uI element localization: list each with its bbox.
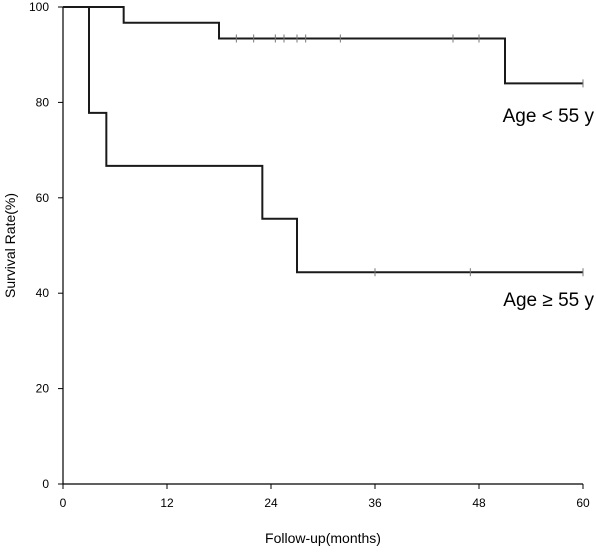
x-ticks: 0 12 24 36 48 60 <box>60 484 590 510</box>
series-line-1 <box>63 6 583 274</box>
y-tick-label: 40 <box>36 286 50 300</box>
y-tick-label: 100 <box>29 0 49 14</box>
x-tick-label: 36 <box>368 496 382 510</box>
y-ticks: 0 20 40 60 80 100 <box>29 0 63 491</box>
x-tick-label: 12 <box>160 496 174 510</box>
y-tick-label: 80 <box>36 95 50 109</box>
x-tick-label: 60 <box>576 496 590 510</box>
x-tick-label: 48 <box>472 496 486 510</box>
y-tick-label: 20 <box>36 382 50 396</box>
x-tick-label: 0 <box>60 496 67 510</box>
y-axis-label: Survival Rate(%) <box>2 193 18 298</box>
x-axis-label: Follow-up(months) <box>265 530 381 546</box>
x-tick-label: 24 <box>264 496 278 510</box>
series-group <box>63 6 584 277</box>
y-tick-label: 60 <box>36 191 50 205</box>
y-tick-label: 0 <box>42 477 49 491</box>
series-line-0 <box>63 6 583 85</box>
series-label-age-under-55: Age < 55 y <box>503 106 595 127</box>
axes <box>62 7 583 485</box>
series-label-age-55-plus: Age ≥ 55 y <box>503 290 594 311</box>
